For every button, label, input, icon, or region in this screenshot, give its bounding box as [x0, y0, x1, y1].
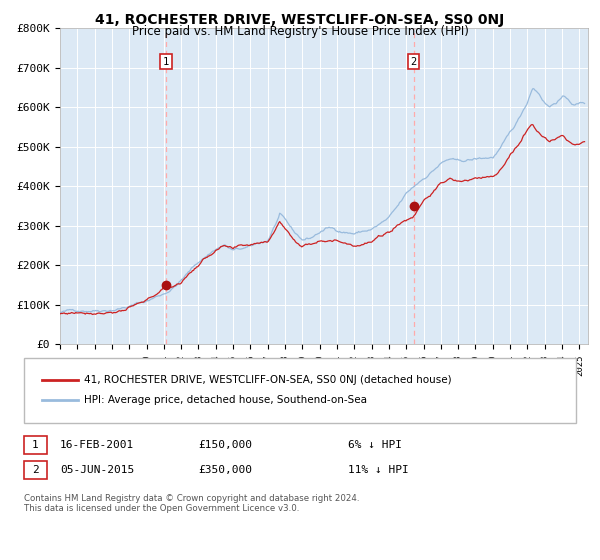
- Text: 2: 2: [410, 57, 417, 67]
- Text: £350,000: £350,000: [198, 465, 252, 475]
- Text: Price paid vs. HM Land Registry's House Price Index (HPI): Price paid vs. HM Land Registry's House …: [131, 25, 469, 38]
- Text: 05-JUN-2015: 05-JUN-2015: [60, 465, 134, 475]
- Text: 41, ROCHESTER DRIVE, WESTCLIFF-ON-SEA, SS0 0NJ (detached house): 41, ROCHESTER DRIVE, WESTCLIFF-ON-SEA, S…: [84, 375, 452, 385]
- Text: 11% ↓ HPI: 11% ↓ HPI: [348, 465, 409, 475]
- Text: HPI: Average price, detached house, Southend-on-Sea: HPI: Average price, detached house, Sout…: [84, 395, 367, 405]
- Text: £150,000: £150,000: [198, 440, 252, 450]
- Text: 1: 1: [163, 57, 169, 67]
- Text: 2: 2: [32, 465, 39, 475]
- Text: 6% ↓ HPI: 6% ↓ HPI: [348, 440, 402, 450]
- Text: 16-FEB-2001: 16-FEB-2001: [60, 440, 134, 450]
- Text: Contains HM Land Registry data © Crown copyright and database right 2024.
This d: Contains HM Land Registry data © Crown c…: [24, 494, 359, 514]
- Text: 1: 1: [32, 440, 39, 450]
- Text: 41, ROCHESTER DRIVE, WESTCLIFF-ON-SEA, SS0 0NJ: 41, ROCHESTER DRIVE, WESTCLIFF-ON-SEA, S…: [95, 13, 505, 27]
